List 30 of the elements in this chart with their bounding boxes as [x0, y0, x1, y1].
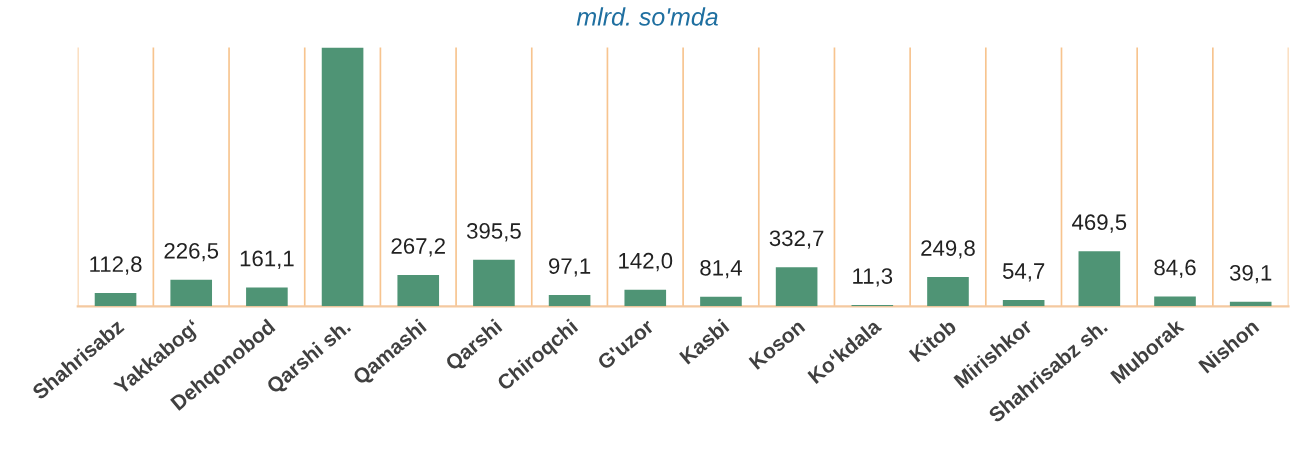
bar	[700, 296, 742, 307]
bar	[548, 294, 591, 307]
bar	[1078, 251, 1121, 307]
bar	[246, 287, 288, 307]
data-label: 395,5	[466, 223, 521, 242]
bar	[473, 259, 515, 307]
data-label: 142,0	[619, 252, 673, 272]
data-label: 84,6	[1154, 259, 1196, 278]
bar	[321, 47, 364, 307]
bar	[927, 276, 969, 307]
data-label: 81,4	[700, 260, 742, 279]
bar	[1154, 296, 1196, 307]
data-label: 249,8	[921, 240, 975, 259]
data-label: 226,5	[164, 242, 219, 262]
data-label: 39,1	[1229, 264, 1272, 284]
bar	[775, 267, 818, 307]
data-label: 97,1	[549, 258, 591, 277]
data-label: 469,5	[1072, 214, 1127, 233]
bar	[170, 279, 213, 307]
data-label: 332,7	[769, 230, 824, 249]
data-label: 11,3	[853, 268, 893, 287]
bar	[397, 274, 440, 307]
bar	[624, 289, 667, 307]
data-label: 161,1	[240, 250, 294, 269]
chart-subtitle: mlrd. so'mda	[576, 7, 718, 26]
bar	[1002, 299, 1045, 307]
data-label: 112,8	[90, 256, 142, 275]
data-label: 267,2	[391, 238, 445, 257]
bar	[94, 293, 137, 307]
data-label: 54,7	[1002, 263, 1045, 282]
